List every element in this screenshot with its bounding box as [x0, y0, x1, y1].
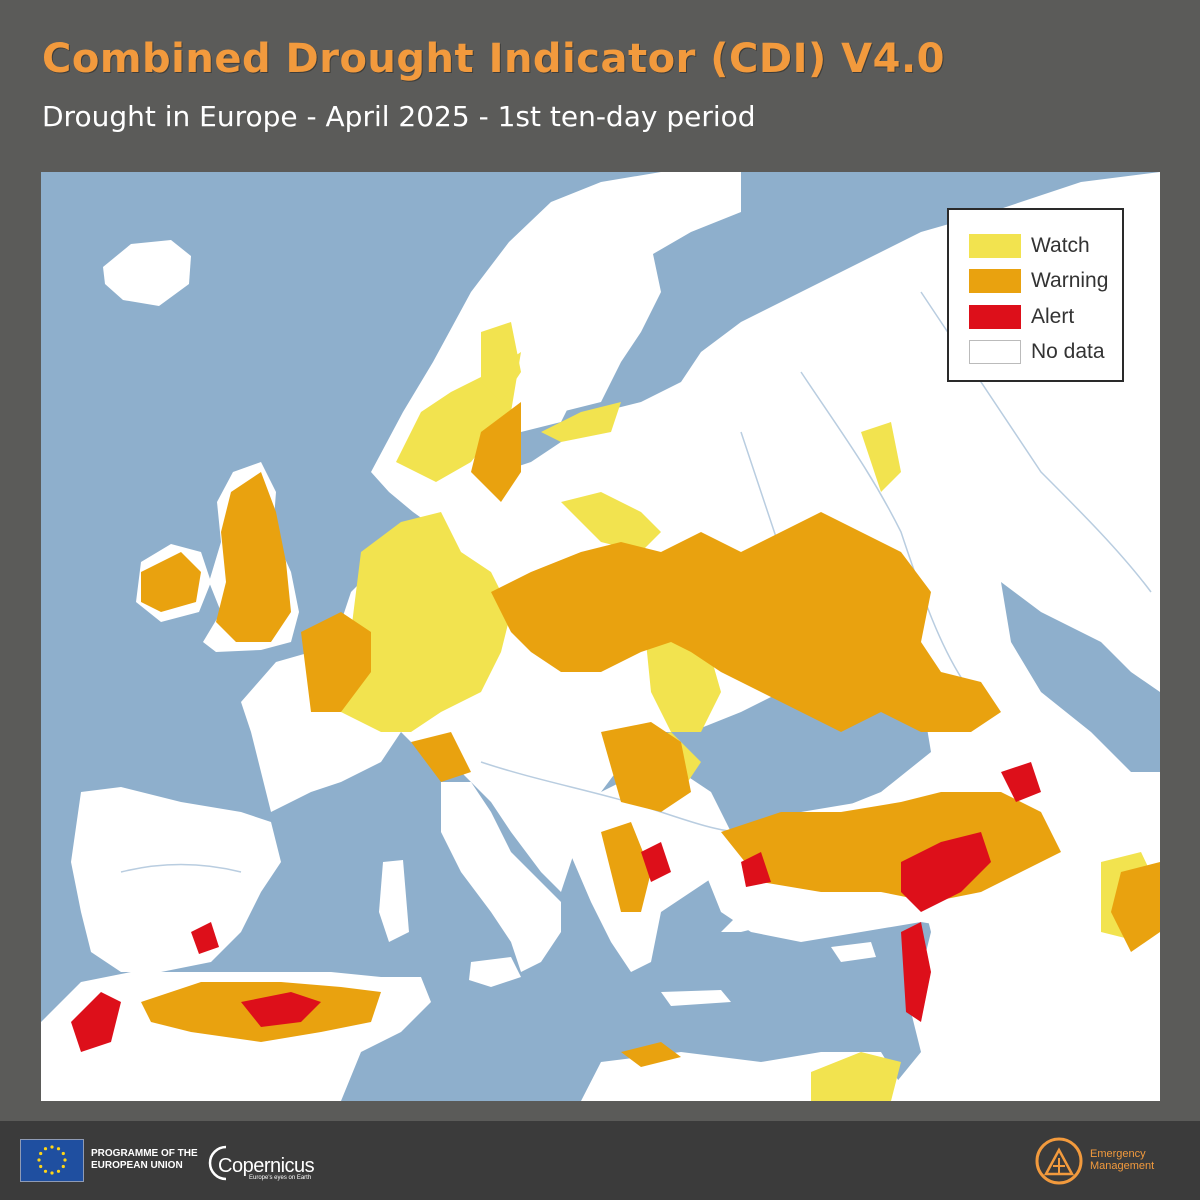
- warning-balkans-north: [601, 722, 691, 812]
- land-cyprus: [831, 942, 876, 962]
- warning-east-europe: [491, 512, 1001, 732]
- alert-algeria: [241, 992, 321, 1027]
- copernicus-logo-icon: [208, 1145, 227, 1181]
- land-iceland: [103, 240, 191, 306]
- legend-label-watch: Watch: [1031, 233, 1090, 257]
- river-iberia: [120, 863, 242, 873]
- legend-item-alert: Alert: [969, 299, 1122, 335]
- ems-text-line2: Management: [1090, 1160, 1155, 1172]
- eu-text-line2: EUROPEAN UNION: [91, 1160, 183, 1171]
- land-crete: [661, 990, 731, 1006]
- watch-finland-south: [541, 402, 621, 442]
- land-sicily: [469, 957, 521, 987]
- watch-egypt: [811, 1052, 901, 1101]
- drought-watch-layer: [221, 322, 1160, 1101]
- warning-iran: [1111, 862, 1160, 952]
- warning-britain: [216, 472, 291, 642]
- land-finland: [546, 242, 661, 412]
- eu-flag-icon: [20, 1139, 84, 1182]
- alert-spain-southeast: [191, 922, 219, 954]
- legend-swatch-alert: [969, 304, 1021, 329]
- eu-text-line1: PROGRAMME OF THE: [91, 1148, 198, 1159]
- emergency-management-text: Emergency Management: [1090, 1148, 1154, 1172]
- legend-swatch-warning: [969, 269, 1021, 294]
- legend-item-warning: Warning: [969, 264, 1122, 300]
- ems-text-line1: Emergency: [1090, 1148, 1146, 1160]
- watch-baltics: [561, 492, 661, 552]
- warning-alps: [411, 732, 471, 782]
- legend-label-alert: Alert: [1031, 304, 1075, 328]
- land-sardinia: [379, 860, 409, 942]
- legend-label-warning: Warning: [1031, 269, 1109, 293]
- drought-warning-layer: [141, 402, 1160, 1067]
- warning-sweden: [471, 402, 521, 502]
- alert-morocco: [71, 992, 121, 1052]
- copernicus-tagline: Europe's eyes on Earth: [249, 1175, 312, 1181]
- drought-map: Watch Warning Alert No data: [41, 172, 1160, 1101]
- warning-libya: [621, 1042, 681, 1067]
- warning-greece: [601, 822, 651, 912]
- alert-turkey-southeast: [901, 832, 991, 912]
- legend-label-no-data: No data: [1031, 340, 1105, 364]
- alert-levant: [901, 922, 931, 1022]
- page-subtitle: Drought in Europe - April 2025 - 1st ten…: [42, 100, 756, 133]
- legend-swatch-watch: [969, 233, 1021, 258]
- copernicus-name: Copernicus: [218, 1155, 315, 1177]
- alert-anatolia-west: [741, 852, 771, 887]
- watch-central-europe: [331, 512, 511, 732]
- alert-greece: [641, 842, 671, 882]
- alert-caucasus: [1001, 762, 1041, 802]
- drought-alert-layer: [71, 762, 1041, 1052]
- warning-ireland: [141, 552, 201, 612]
- legend-swatch-no-data: [969, 340, 1021, 365]
- footer-bar: PROGRAMME OF THE EUROPEAN UNION Copernic…: [0, 1121, 1200, 1200]
- land-italy: [441, 782, 561, 972]
- legend-item-watch: Watch: [969, 228, 1122, 264]
- warning-benelux: [301, 612, 371, 712]
- land-iberia: [71, 787, 281, 972]
- watch-sweden-north: [481, 322, 521, 402]
- river-volga: [800, 371, 972, 693]
- legend-item-no-data: No data: [969, 335, 1122, 371]
- eu-programme-text: PROGRAMME OF THE EUROPEAN UNION: [91, 1148, 198, 1172]
- emergency-management-icon: [1035, 1137, 1083, 1185]
- page-title: Combined Drought Indicator (CDI) V4.0: [42, 36, 945, 82]
- map-legend: Watch Warning Alert No data: [947, 208, 1124, 382]
- watch-russia-north: [861, 422, 901, 492]
